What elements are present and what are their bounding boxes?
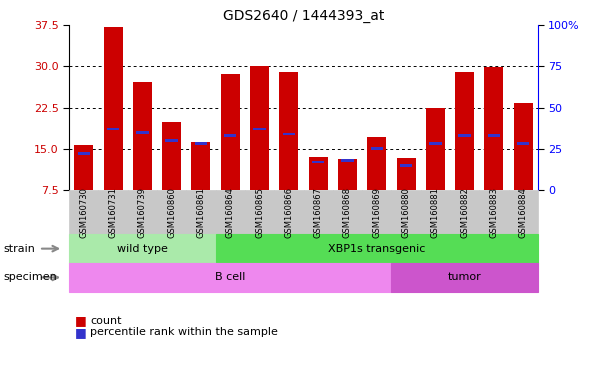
Text: specimen: specimen	[3, 272, 56, 283]
Bar	[341, 159, 353, 162]
Bar	[192, 142, 210, 190]
Text: GSM160739: GSM160739	[138, 187, 147, 238]
Text: percentile rank within the sample: percentile rank within the sample	[90, 327, 278, 337]
Text: wild type: wild type	[117, 243, 168, 254]
Text: GSM160861: GSM160861	[197, 187, 206, 238]
Bar	[133, 82, 152, 190]
Bar	[165, 139, 178, 142]
Text: GSM160731: GSM160731	[109, 187, 118, 238]
Bar	[78, 152, 90, 155]
Bar	[250, 66, 269, 190]
Bar	[400, 164, 412, 167]
Text: GSM160868: GSM160868	[343, 187, 352, 238]
Bar	[136, 131, 148, 134]
Text: tumor: tumor	[448, 272, 481, 283]
Text: XBP1s transgenic: XBP1s transgenic	[328, 243, 426, 254]
Bar	[455, 72, 474, 190]
Text: GSM160881: GSM160881	[431, 187, 440, 238]
Bar	[517, 142, 529, 145]
Text: GSM160865: GSM160865	[255, 187, 264, 238]
Text: GSM160883: GSM160883	[489, 187, 498, 238]
Bar	[221, 74, 240, 190]
Text: ■: ■	[75, 314, 87, 327]
Bar	[279, 72, 298, 190]
Bar	[426, 108, 445, 190]
Bar	[103, 26, 123, 190]
Bar	[367, 137, 386, 190]
Bar	[488, 134, 500, 137]
Text: ■: ■	[75, 326, 87, 339]
Bar	[107, 127, 119, 130]
Text: GSM160880: GSM160880	[401, 187, 410, 238]
Text: count: count	[90, 316, 121, 326]
Bar	[162, 122, 181, 190]
Bar	[75, 146, 93, 190]
Bar	[312, 161, 325, 163]
Bar	[254, 127, 266, 130]
Text: GSM160867: GSM160867	[314, 187, 323, 238]
Bar	[484, 67, 504, 190]
Text: GSM160882: GSM160882	[460, 187, 469, 238]
Text: B cell: B cell	[215, 272, 245, 283]
Text: GSM160869: GSM160869	[372, 187, 381, 238]
Bar	[397, 158, 415, 190]
Text: GSM160864: GSM160864	[226, 187, 235, 238]
Text: GSM160866: GSM160866	[284, 187, 293, 238]
Bar	[514, 103, 532, 190]
Bar	[429, 142, 442, 145]
Bar	[309, 157, 328, 190]
Bar	[338, 159, 357, 190]
Bar	[371, 147, 383, 150]
Text: strain: strain	[3, 243, 35, 254]
Bar	[282, 132, 295, 135]
Text: GSM160730: GSM160730	[79, 187, 88, 238]
Text: GSM160860: GSM160860	[167, 187, 176, 238]
Bar	[195, 142, 207, 145]
Text: GSM160884: GSM160884	[519, 187, 528, 238]
Bar	[224, 134, 236, 137]
Title: GDS2640 / 1444393_at: GDS2640 / 1444393_at	[223, 8, 384, 23]
Bar	[459, 134, 471, 137]
